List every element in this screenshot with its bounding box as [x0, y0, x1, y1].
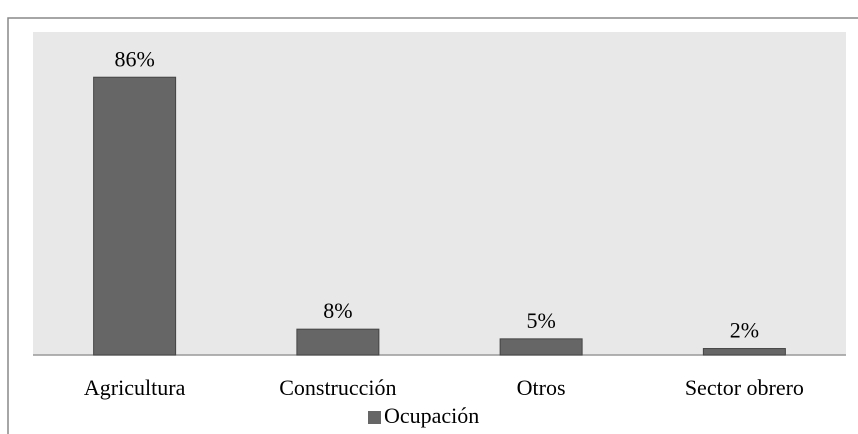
bar [499, 338, 583, 356]
data-label: 86% [114, 46, 154, 71]
data-label: 5% [526, 308, 555, 333]
x-tick-label: Sector obrero [685, 375, 804, 400]
data-label: 2% [730, 318, 759, 343]
bar [702, 348, 786, 356]
x-tick-label: Construcción [279, 375, 396, 400]
legend-swatch [368, 411, 381, 424]
x-tick-label: Otros [517, 375, 566, 400]
bar [296, 328, 380, 356]
legend-label: Ocupación [384, 403, 479, 428]
x-tick-label: Agricultura [84, 375, 186, 400]
data-label: 8% [323, 298, 352, 323]
bar [93, 76, 177, 356]
